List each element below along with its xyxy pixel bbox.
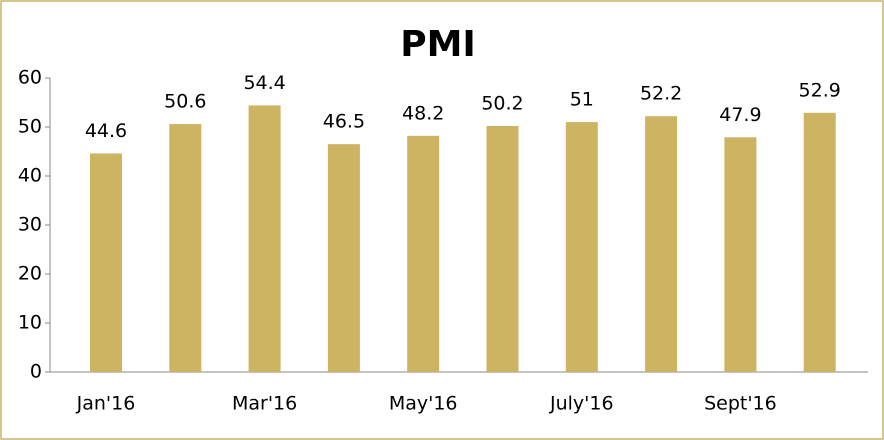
y-tick-label: 60 <box>18 67 42 89</box>
data-label: 50.2 <box>481 93 523 115</box>
y-tick-label: 40 <box>18 165 42 187</box>
y-tick-label: 30 <box>18 214 42 236</box>
chart-title: PMI <box>400 24 476 65</box>
data-label: 52.2 <box>640 83 682 105</box>
bar <box>327 144 360 372</box>
y-tick-label: 0 <box>30 361 42 383</box>
data-label: 47.9 <box>719 104 761 126</box>
y-tick-label: 10 <box>18 312 42 334</box>
x-tick-label: Mar'16 <box>232 393 297 415</box>
data-label: 44.6 <box>85 120 127 142</box>
data-label: 50.6 <box>164 91 206 113</box>
data-label: 51 <box>570 89 594 111</box>
bar <box>565 122 598 372</box>
bar <box>486 126 519 373</box>
data-label: 46.5 <box>323 111 365 133</box>
bar <box>407 135 440 372</box>
y-tick-label: 50 <box>18 116 42 138</box>
bar <box>90 153 122 372</box>
y-tick-label: 20 <box>18 263 42 285</box>
x-tick-label: Jan'16 <box>76 393 136 415</box>
bar <box>803 112 836 372</box>
bar <box>248 105 281 372</box>
x-tick-label: July'16 <box>549 393 614 415</box>
bar <box>724 137 757 372</box>
data-label: 54.4 <box>243 72 285 94</box>
data-label: 52.9 <box>799 79 841 101</box>
data-label: 48.2 <box>402 102 444 124</box>
x-tick-label: Sept'16 <box>704 393 777 415</box>
x-tick-label: May'16 <box>389 393 458 415</box>
bar <box>169 124 202 372</box>
bar <box>645 116 678 372</box>
